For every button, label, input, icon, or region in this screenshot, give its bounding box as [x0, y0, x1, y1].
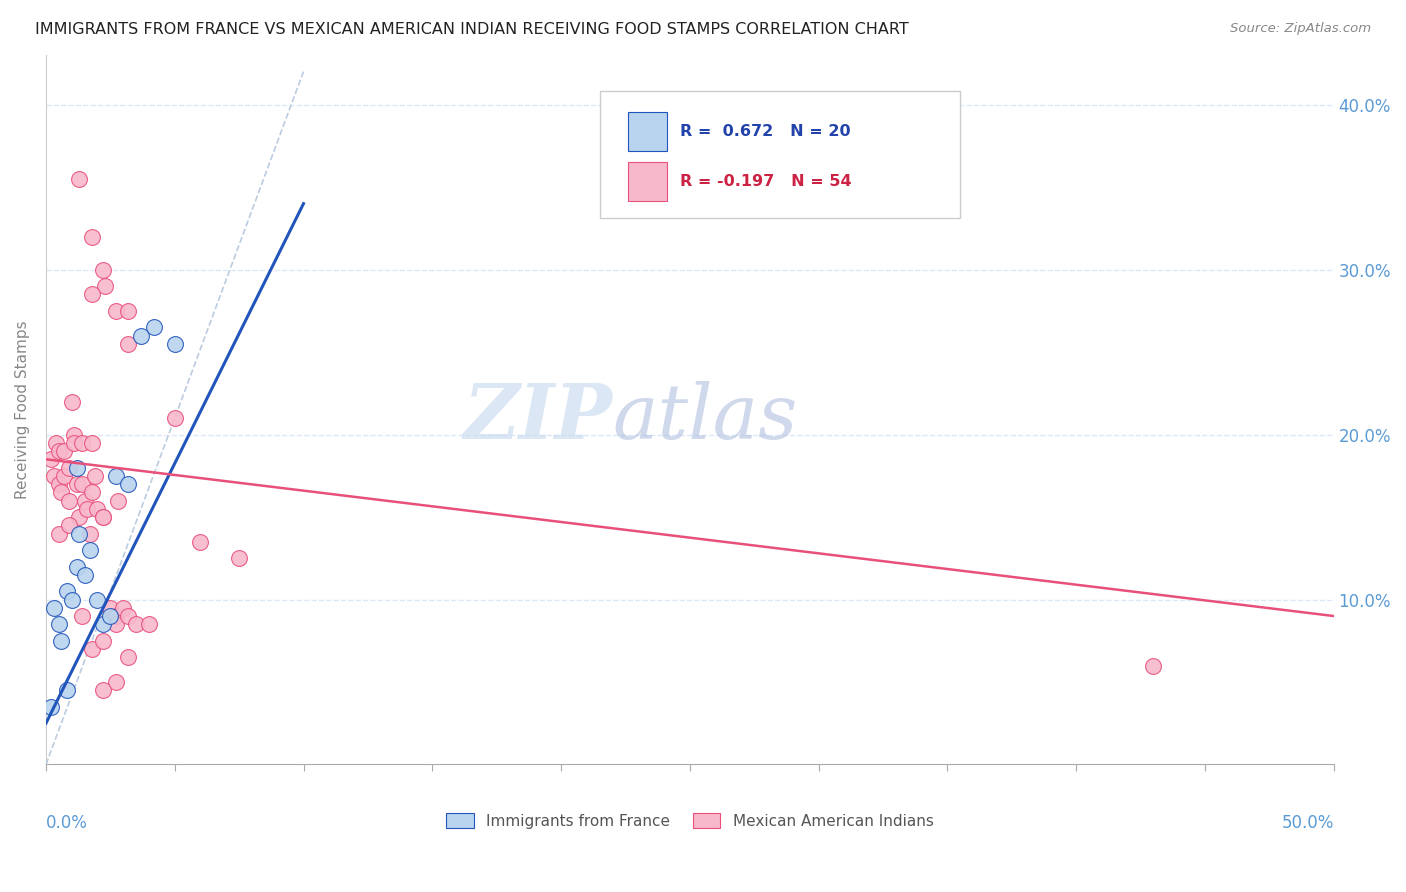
Point — [117, 609, 139, 624]
Point — [91, 510, 114, 524]
Point — [91, 683, 114, 698]
Point — [86, 501, 108, 516]
Point — [58, 493, 80, 508]
Point — [163, 411, 186, 425]
Text: IMMIGRANTS FROM FRANCE VS MEXICAN AMERICAN INDIAN RECEIVING FOOD STAMPS CORRELAT: IMMIGRANTS FROM FRANCE VS MEXICAN AMERIC… — [35, 22, 908, 37]
Point — [117, 477, 139, 491]
Point — [60, 394, 83, 409]
Point — [45, 435, 67, 450]
Point — [66, 559, 89, 574]
Point — [70, 609, 93, 624]
Point — [82, 642, 104, 657]
Point — [117, 336, 139, 351]
Point — [73, 493, 96, 508]
Point — [76, 501, 98, 516]
Point — [79, 543, 101, 558]
Point — [163, 336, 186, 351]
Point — [70, 435, 93, 450]
Point — [91, 262, 114, 277]
Point — [58, 518, 80, 533]
Point — [129, 328, 152, 343]
Point — [91, 617, 114, 632]
Point — [125, 617, 148, 632]
Point — [91, 510, 114, 524]
Point — [48, 526, 70, 541]
Point — [104, 609, 127, 624]
Point — [79, 526, 101, 541]
Point — [104, 468, 127, 483]
Point — [48, 444, 70, 458]
Point — [69, 510, 91, 524]
Point — [117, 650, 139, 665]
Bar — [628, 112, 666, 151]
Point — [60, 592, 83, 607]
Point — [58, 460, 80, 475]
Point — [107, 493, 129, 508]
Point — [104, 617, 127, 632]
Bar — [628, 161, 666, 201]
Point — [228, 551, 250, 566]
Point — [42, 600, 65, 615]
Point — [42, 468, 65, 483]
Point — [53, 468, 76, 483]
Point — [53, 444, 76, 458]
Point — [70, 477, 93, 491]
Point — [104, 675, 127, 690]
Point — [190, 534, 212, 549]
FancyBboxPatch shape — [600, 91, 960, 219]
Text: 50.0%: 50.0% — [1281, 814, 1334, 832]
Point — [39, 452, 62, 467]
Point — [143, 320, 166, 334]
Y-axis label: Receiving Food Stamps: Receiving Food Stamps — [15, 320, 30, 500]
Point — [48, 477, 70, 491]
Text: atlas: atlas — [613, 381, 799, 455]
Point — [63, 427, 86, 442]
Text: ZIP: ZIP — [464, 381, 613, 455]
Point — [91, 633, 114, 648]
Point — [82, 229, 104, 244]
Point — [69, 172, 91, 186]
Point — [55, 584, 77, 599]
Point — [63, 435, 86, 450]
Point — [66, 477, 89, 491]
Point — [82, 287, 104, 301]
Point — [51, 485, 73, 500]
Point — [48, 617, 70, 632]
Point — [94, 279, 117, 293]
Point — [112, 600, 135, 615]
Text: 0.0%: 0.0% — [46, 814, 87, 832]
Text: R = -0.197   N = 54: R = -0.197 N = 54 — [679, 174, 851, 189]
Point — [73, 567, 96, 582]
Point — [83, 468, 105, 483]
Point — [69, 526, 91, 541]
Point — [138, 617, 160, 632]
Text: Source: ZipAtlas.com: Source: ZipAtlas.com — [1230, 22, 1371, 36]
Point — [82, 485, 104, 500]
Point — [98, 600, 121, 615]
Point — [117, 303, 139, 318]
Point — [98, 609, 121, 624]
Text: R =  0.672   N = 20: R = 0.672 N = 20 — [679, 124, 851, 139]
Point — [86, 592, 108, 607]
Legend: Immigrants from France, Mexican American Indians: Immigrants from France, Mexican American… — [440, 806, 939, 835]
Point — [1142, 658, 1164, 673]
Point — [39, 699, 62, 714]
Point — [104, 303, 127, 318]
Point — [82, 435, 104, 450]
Point — [51, 633, 73, 648]
Point — [55, 683, 77, 698]
Point — [66, 460, 89, 475]
